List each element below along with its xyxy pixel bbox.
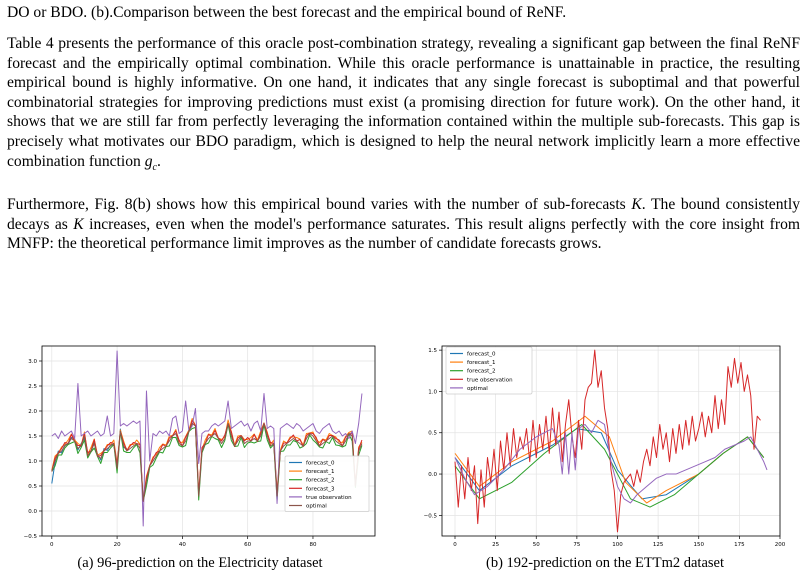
chart-a-ytick-label: 0.0 bbox=[28, 509, 37, 515]
chart-b-legend-label: forecast_2 bbox=[467, 369, 496, 375]
paragraph-bound-a: Furthermore, Fig. 8(b) shows how this em… bbox=[7, 196, 626, 213]
figure-b: 0 25 50 75 100 125 150 175 200 −0.5 0.0 0.5 1.0 1.5 fo… bbox=[420, 340, 786, 552]
chart-a-xtick-label: 40 bbox=[179, 542, 186, 548]
chart-a-legend-label: forecast_2 bbox=[306, 478, 335, 484]
chart-b-legend-label: true observation bbox=[467, 377, 513, 383]
paragraph-bound-c: increases, even when the model's perform… bbox=[7, 215, 800, 253]
chart-a-series-optimal bbox=[51, 423, 363, 502]
k-symbol-2: K bbox=[73, 215, 84, 233]
chart-a-ytick-label: 2.0 bbox=[28, 409, 37, 415]
chart-b-ettm2: 0 25 50 75 100 125 150 175 200 −0.5 0.0 0.5 1.0 1.5 fo… bbox=[424, 345, 786, 548]
chart-a-legend-box bbox=[284, 455, 370, 512]
chart-a-legend-label: optimal bbox=[306, 504, 327, 510]
figure-caption-continuation: DO or BDO. (b).Comparison between the be… bbox=[7, 4, 567, 21]
chart-b-legend-label: forecast_0 bbox=[467, 352, 496, 358]
chart-b-series-forecast_2 bbox=[454, 423, 765, 508]
chart-b-xtick-label: 100 bbox=[612, 542, 623, 548]
chart-b-series-forecast_0 bbox=[454, 428, 765, 500]
chart-a-ytick-label: 0.5 bbox=[28, 484, 37, 490]
chart-b-ytick-label: 1.5 bbox=[428, 348, 437, 354]
combination-function-subscript: c bbox=[152, 161, 157, 173]
chart-b-series-true-observation bbox=[454, 349, 761, 533]
chart-a-legend-label: true observation bbox=[306, 495, 352, 501]
chart-b-ytick-label: 0.0 bbox=[428, 472, 437, 478]
figure-a: 0 20 40 60 80 −0.5 0.0 0.5 1.0 1.5 2.0 2.5 3.0 foreca… bbox=[20, 340, 380, 552]
chart-a-frame bbox=[41, 345, 376, 537]
chart-a-electricity: 0 20 40 60 80 −0.5 0.0 0.5 1.0 1.5 2.0 2.5 3.0 foreca… bbox=[24, 345, 376, 548]
chart-b-ytick-label: −0.5 bbox=[424, 513, 438, 519]
chart-a-xtick-label: 60 bbox=[244, 542, 251, 548]
chart-b-xtick-label: 125 bbox=[653, 542, 664, 548]
chart-b-legend-label: forecast_1 bbox=[467, 360, 496, 366]
combination-function-symbol: g bbox=[144, 152, 153, 170]
chart-b-xtick-label: 175 bbox=[734, 542, 745, 548]
chart-a-ytick-label: 1.0 bbox=[28, 459, 37, 465]
chart-a-xtick-label: 0 bbox=[50, 542, 54, 548]
paragraph-bound: Furthermore, Fig. 8(b) shows how this em… bbox=[7, 195, 800, 254]
figure-a-caption: (a) 96-prediction on the Electricity dat… bbox=[77, 555, 323, 571]
chart-b-xtick-label: 150 bbox=[694, 542, 705, 548]
chart-b-xtick-label: 200 bbox=[775, 542, 785, 548]
chart-b-xtick-label: 50 bbox=[533, 542, 540, 548]
chart-b-legend-box bbox=[445, 346, 533, 395]
chart-b-frame bbox=[441, 345, 781, 537]
chart-a-ytick-label: 3.0 bbox=[28, 359, 37, 365]
chart-a-legend-label: forecast_0 bbox=[306, 461, 335, 467]
paragraph-oracle-text: Table 4 presents the performance of this… bbox=[7, 35, 800, 170]
figure-b-caption: (b) 192-prediction on the ETTm2 dataset bbox=[486, 555, 724, 571]
chart-b-xtick-label: 75 bbox=[573, 542, 580, 548]
paragraph-oracle-end: . bbox=[156, 152, 161, 170]
chart-a-legend-label: forecast_1 bbox=[306, 469, 335, 475]
k-symbol-1: K bbox=[631, 196, 642, 213]
chart-b-ytick-label: 1.0 bbox=[428, 389, 437, 395]
chart-b-legend-label: optimal bbox=[467, 386, 488, 392]
chart-a-xtick-label: 20 bbox=[114, 542, 121, 548]
chart-b-xtick-label: 0 bbox=[453, 542, 457, 548]
chart-a-legend: forecast_0 forecast_1 forecast_2 forecast_3… bbox=[284, 455, 370, 512]
chart-a-ytick-label: 2.5 bbox=[28, 384, 37, 390]
chart-a-series-true-observation bbox=[51, 350, 363, 527]
chart-b-xtick-label: 25 bbox=[492, 542, 499, 548]
chart-a-series-forecast_2 bbox=[51, 424, 363, 502]
chart-a-ytick-label: −0.5 bbox=[24, 534, 38, 540]
chart-a-xtick-label: 80 bbox=[309, 542, 316, 548]
chart-b-ytick-label: 0.5 bbox=[428, 431, 437, 437]
chart-a-legend-label: forecast_3 bbox=[306, 486, 335, 492]
chart-a-ytick-label: 1.5 bbox=[28, 434, 37, 440]
chart-b-series-optimal bbox=[454, 419, 768, 504]
paragraph-bound-b: . The bound consistently decays as bbox=[7, 196, 800, 233]
paragraph-oracle: Table 4 presents the performance of this… bbox=[7, 34, 800, 177]
